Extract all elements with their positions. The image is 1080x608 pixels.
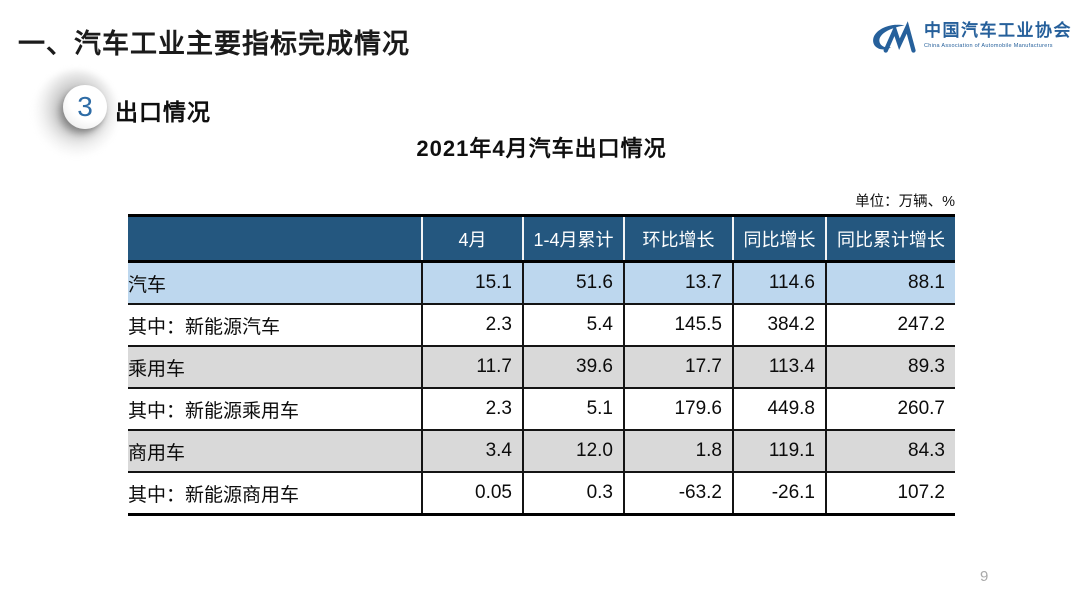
- value-cell: 0.3: [522, 472, 624, 515]
- value-cell: 449.8: [732, 388, 826, 431]
- value-cell: 89.3: [825, 346, 955, 389]
- table-title: 2021年4月汽车出口情况: [416, 136, 667, 161]
- value-cell: 5.4: [522, 304, 624, 347]
- header-cell: 4月: [421, 215, 523, 263]
- export-table: 4月 1-4月累计 环比增长 同比增长 同比累计增长 汽车 15.1 51.6 13.7 114…: [128, 214, 955, 516]
- table-body: 汽车 15.1 51.6 13.7 114.6 88.1 其中：新能源汽车 2.3 5.4 145…: [128, 261, 955, 515]
- row-label-cell: 其中：新能源乘用车: [128, 388, 422, 431]
- value-cell: 13.7: [623, 261, 733, 305]
- value-cell: 51.6: [522, 261, 624, 305]
- value-cell: 179.6: [623, 388, 733, 431]
- logo-name: 中国汽车工业协会: [924, 21, 1072, 40]
- value-cell: 247.2: [825, 304, 955, 347]
- table-row: 其中：新能源汽车 2.3 5.4 145.5 384.2 247.2: [128, 304, 955, 347]
- value-cell: 39.6: [522, 346, 624, 389]
- value-cell: 12.0: [522, 430, 624, 473]
- table-row: 汽车 15.1 51.6 13.7 114.6 88.1: [128, 261, 955, 305]
- row-label-cell: 其中：新能源汽车: [128, 304, 422, 347]
- table-row: 其中：新能源商用车 0.05 0.3 -63.2 -26.1 107.2: [128, 472, 955, 515]
- row-label-cell: 其中：新能源商用车: [128, 484, 300, 506]
- organization-logo: 中国汽车工业协会 China Association of Automobile…: [867, 16, 1072, 61]
- cam-logo-icon: [867, 20, 917, 61]
- section-title: 出口情况: [115, 99, 211, 125]
- badge-number: 3: [77, 91, 93, 122]
- row-label-cell: 商用车: [128, 430, 422, 473]
- value-cell: 260.7: [825, 388, 955, 431]
- page-number: 9: [980, 568, 989, 585]
- value-cell: 84.3: [825, 430, 955, 473]
- row-label-cell: 乘用车: [128, 346, 422, 389]
- row-label-cell: 汽车: [128, 261, 422, 305]
- value-cell: 0.05: [421, 472, 523, 515]
- page-title: 一、汽车工业主要指标完成情况: [18, 29, 410, 59]
- header-cell-label: [128, 215, 422, 263]
- logo-text: 中国汽车工业协会 China Association of Automobile…: [924, 16, 1072, 49]
- value-cell: -63.2: [623, 472, 733, 515]
- header-cell: 同比增长: [732, 215, 826, 263]
- value-cell: 17.7: [623, 346, 733, 389]
- table-row: 乘用车 11.7 39.6 17.7 113.4 89.3: [128, 346, 955, 389]
- value-cell: 88.1: [825, 261, 955, 305]
- value-cell: 5.1: [522, 388, 624, 431]
- header-cell: 环比增长: [623, 215, 733, 263]
- logo-subtitle: China Association of Automobile Manufact…: [924, 43, 1053, 49]
- header-cell: 同比累计增长: [825, 215, 955, 263]
- value-cell: 119.1: [732, 430, 826, 473]
- value-cell: -26.1: [732, 472, 826, 515]
- value-cell: 113.4: [732, 346, 826, 389]
- value-cell: 2.3: [421, 304, 523, 347]
- table-row: 其中：新能源乘用车 2.3 5.1 179.6 449.8 260.7: [128, 388, 955, 431]
- value-cell: 384.2: [732, 304, 826, 347]
- value-cell: 107.2: [825, 472, 955, 515]
- header-cell: 1-4月累计: [522, 215, 624, 263]
- value-cell: 145.5: [623, 304, 733, 347]
- value-cell: 11.7: [421, 346, 523, 389]
- table-header-row: 4月 1-4月累计 环比增长 同比增长 同比累计增长: [128, 215, 955, 263]
- section-badge: 3: [63, 85, 107, 129]
- value-cell: 1.8: [623, 430, 733, 473]
- value-cell: 114.6: [732, 261, 826, 305]
- table-row: 商用车 3.4 12.0 1.8 119.1 84.3: [128, 430, 955, 473]
- value-cell: 2.3: [421, 388, 523, 431]
- value-cell: 15.1: [421, 261, 523, 305]
- unit-label: 单位：万辆、%: [855, 194, 955, 210]
- value-cell: 3.4: [421, 430, 523, 473]
